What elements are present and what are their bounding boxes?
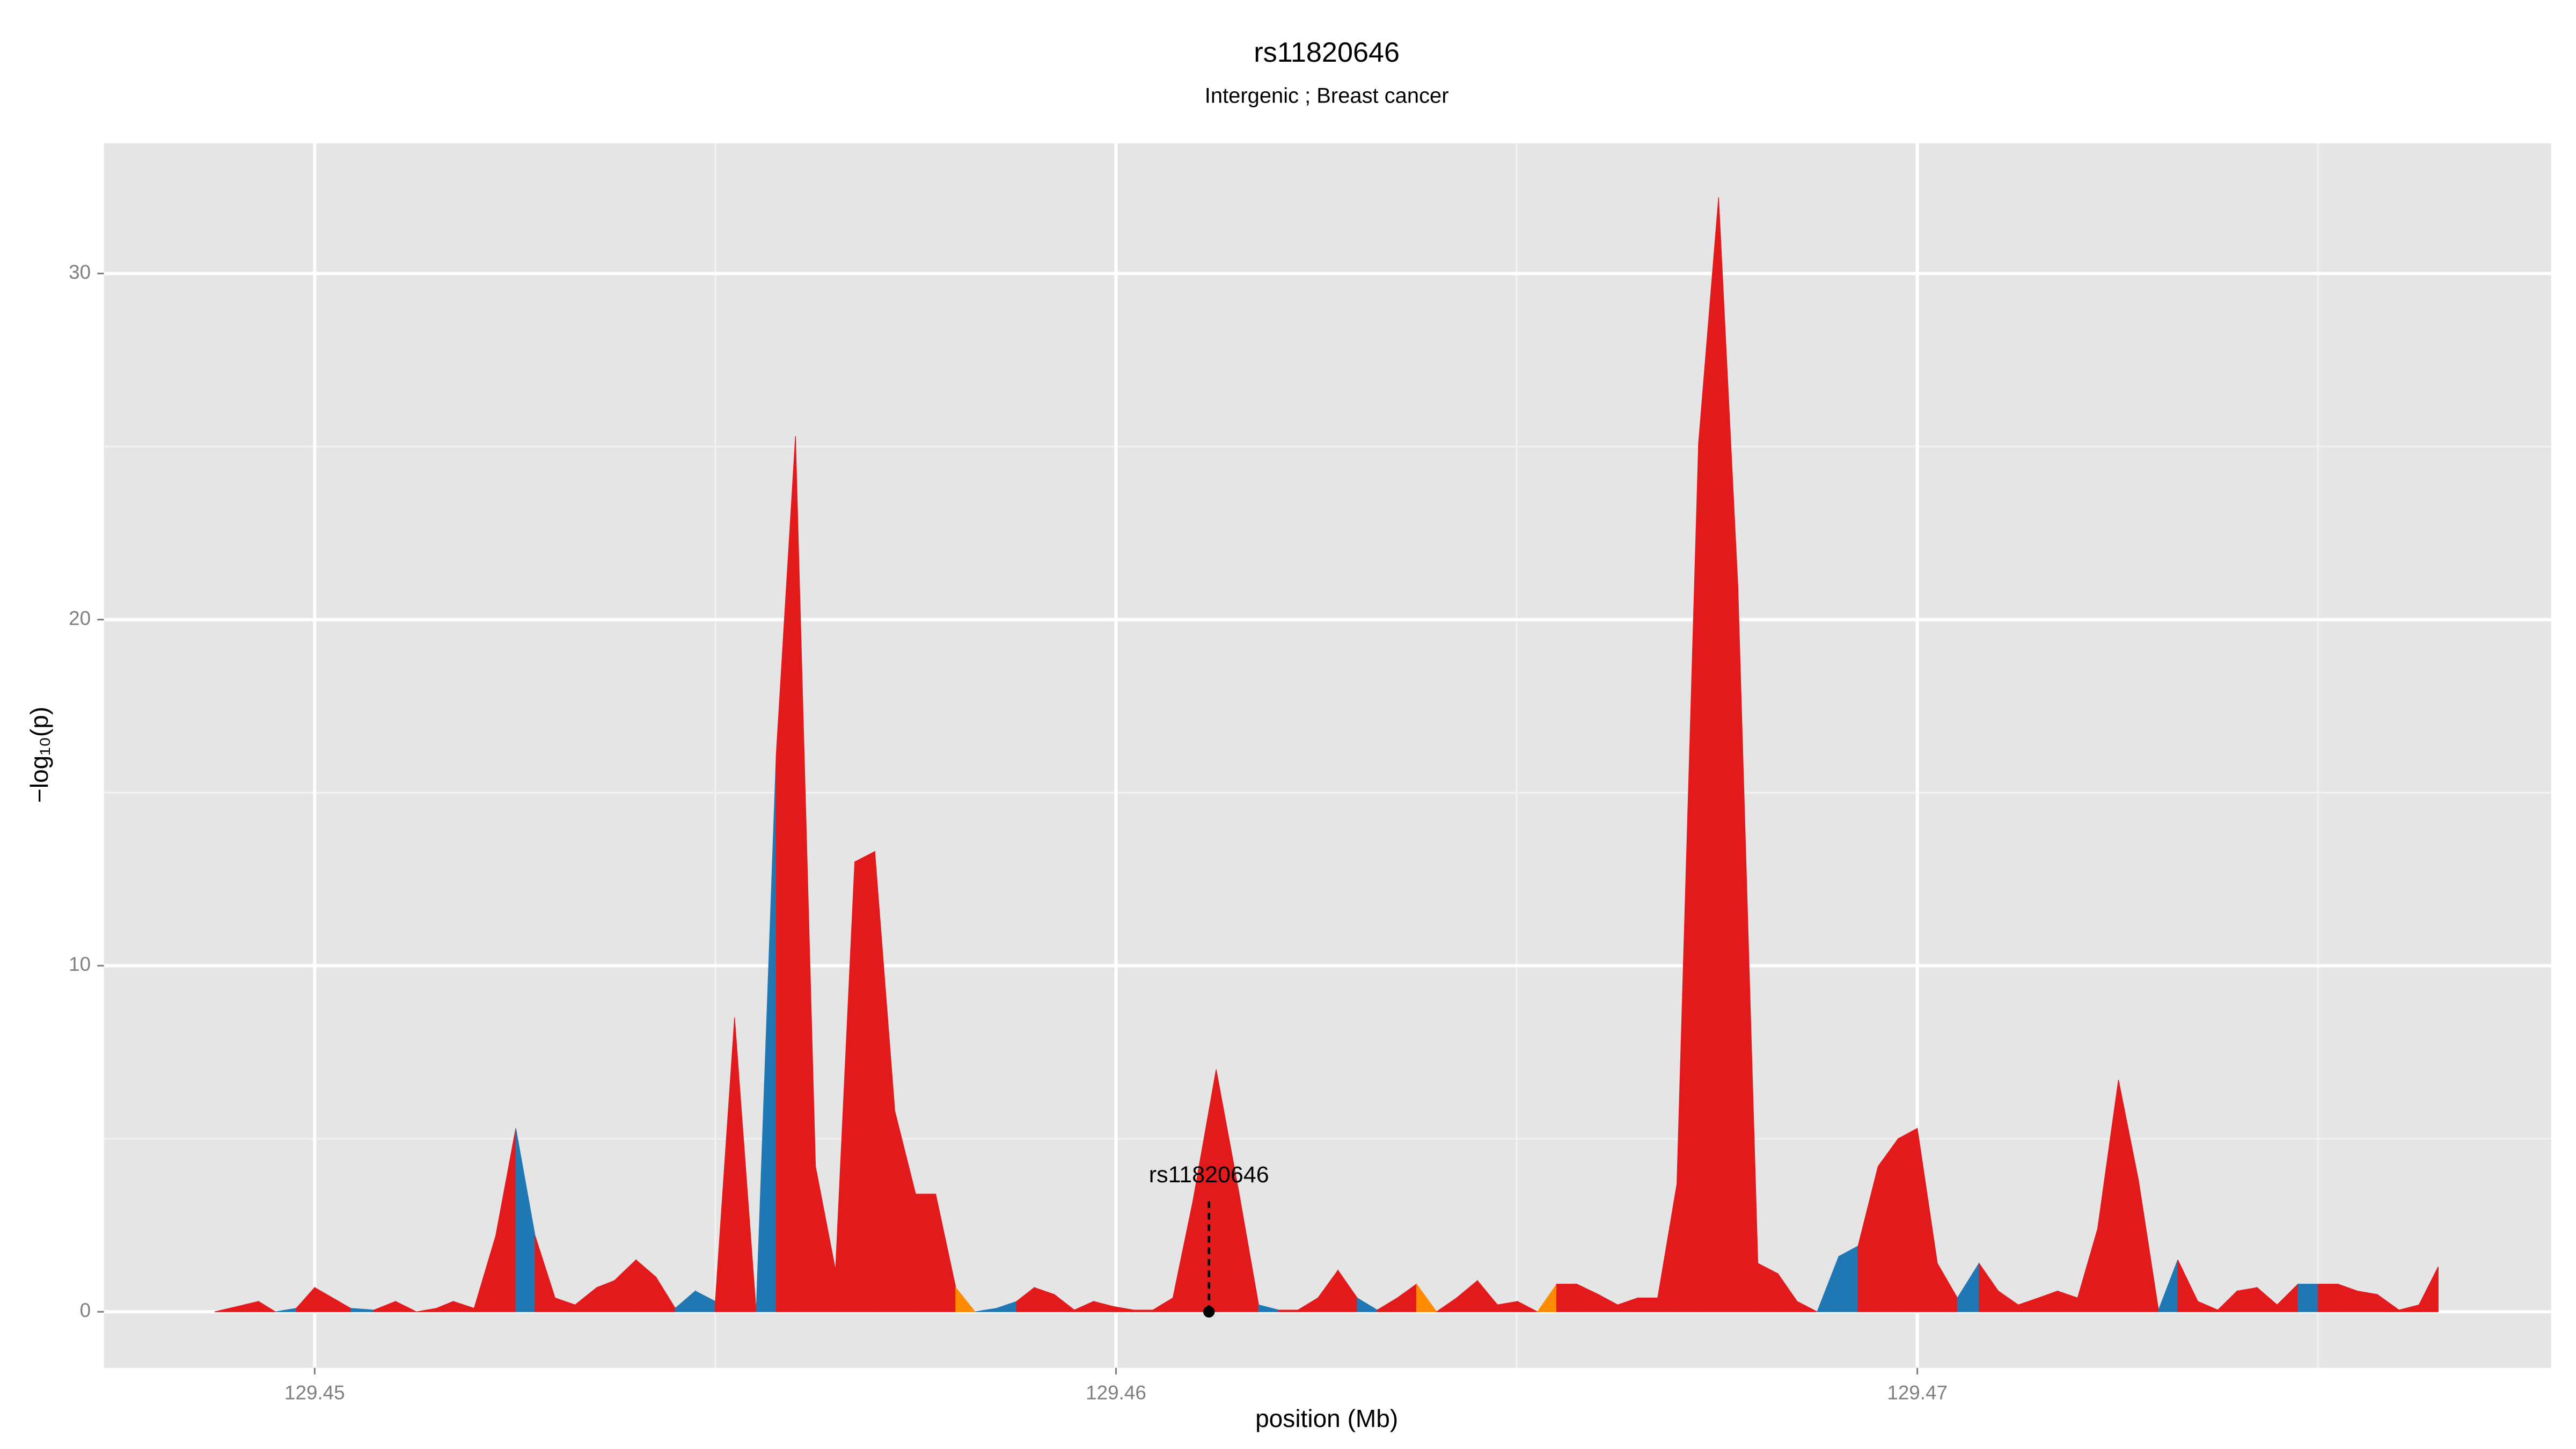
plot-background — [104, 143, 2551, 1368]
area-segment — [2418, 1267, 2439, 1312]
area-segment — [395, 1300, 417, 1312]
area-segment — [258, 1300, 277, 1312]
area-segment — [1133, 1309, 1153, 1312]
area-segment — [1278, 1309, 1299, 1312]
area-segment — [1797, 1300, 1818, 1312]
area-segment — [2297, 1284, 2318, 1312]
y-axis-label: −log₁₀(p) — [25, 707, 53, 803]
area-segment — [1898, 1128, 1918, 1312]
y-tick-label: 10 — [69, 953, 91, 975]
area-segment — [2236, 1287, 2258, 1312]
area-segment — [1556, 1284, 1577, 1312]
area-segment — [1637, 1297, 1658, 1312]
area-segment — [915, 1194, 936, 1312]
chart-subtitle: Intergenic ; Breast cancer — [1205, 84, 1449, 108]
area-segment — [854, 851, 875, 1312]
y-tick-label: 0 — [80, 1299, 91, 1321]
x-tick-label: 129.46 — [1086, 1382, 1146, 1404]
y-tick-label: 20 — [69, 607, 91, 629]
x-tick-label: 129.47 — [1887, 1382, 1948, 1404]
area-segment — [2357, 1290, 2378, 1312]
x-tick-label: 129.45 — [284, 1382, 345, 1404]
area-segment — [1517, 1300, 1538, 1312]
area-segment — [955, 1286, 976, 1312]
highlight-point — [1203, 1306, 1215, 1318]
x-axis-label: position (Mb) — [1255, 1404, 1398, 1432]
highlight-label: rs11820646 — [1149, 1162, 1269, 1188]
chart-title: rs11820646 — [1254, 37, 1400, 68]
area-segment — [734, 1018, 757, 1312]
area-segment — [1838, 1245, 1858, 1312]
area-segment — [2317, 1284, 2339, 1312]
area-segment — [1416, 1283, 1437, 1312]
area-segment — [1877, 1137, 1899, 1312]
y-tick-label: 30 — [69, 261, 91, 283]
